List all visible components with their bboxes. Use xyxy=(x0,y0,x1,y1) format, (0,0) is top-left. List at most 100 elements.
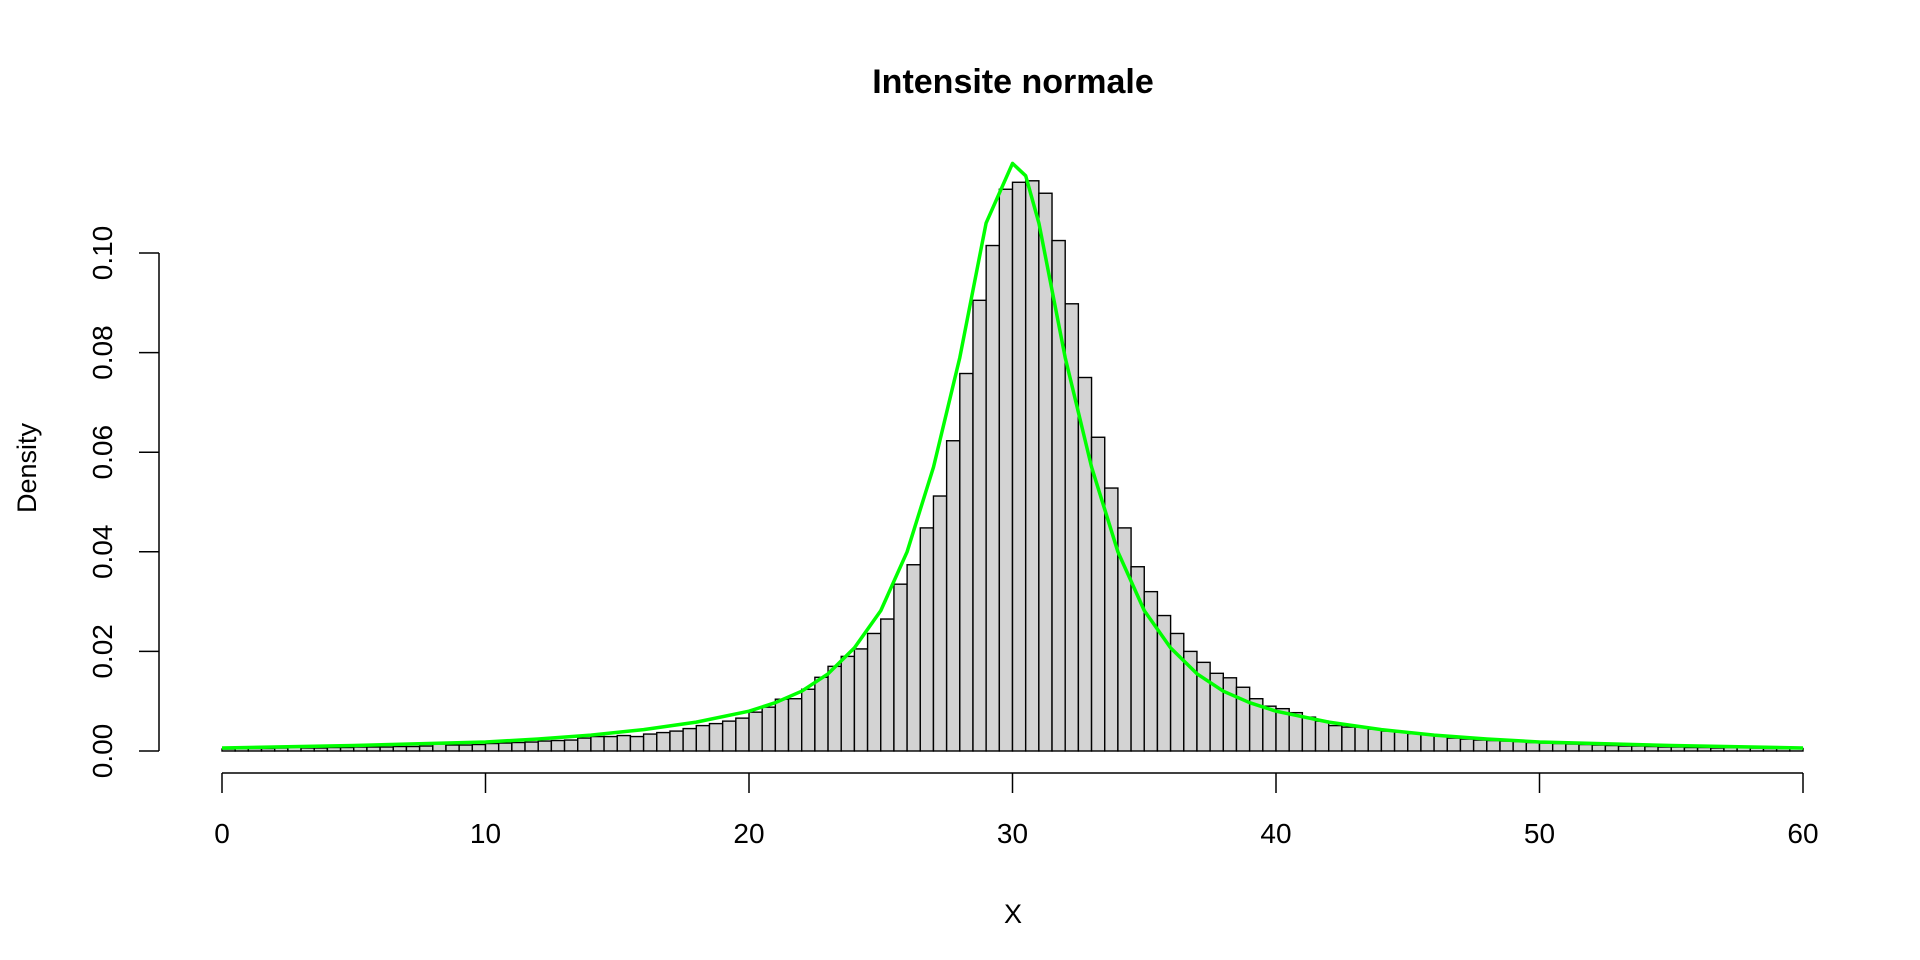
histogram-bar xyxy=(1433,735,1448,752)
histogram-bar xyxy=(1301,716,1317,752)
density-curve-line xyxy=(221,161,1804,750)
y-axis-label: Density xyxy=(12,422,42,513)
histogram-bar xyxy=(972,299,987,752)
histogram-bar xyxy=(366,746,381,752)
histogram-bar xyxy=(761,706,777,752)
histogram-bar xyxy=(893,583,908,752)
x-tick-label: 30 xyxy=(997,818,1028,849)
histogram-bar xyxy=(1380,730,1396,752)
histogram-bar xyxy=(959,372,974,752)
histogram-bar xyxy=(1024,180,1040,752)
histogram-bar xyxy=(1407,732,1422,752)
histogram-bar xyxy=(827,665,842,752)
histogram-bar xyxy=(458,744,474,752)
histogram-bar xyxy=(1011,181,1027,752)
histogram-bar xyxy=(1525,741,1541,752)
histogram-bar xyxy=(1222,677,1238,752)
histogram-bar xyxy=(695,724,711,752)
histogram-bar xyxy=(1617,745,1633,752)
histogram-bar xyxy=(1683,746,1699,752)
histogram-bar xyxy=(1604,744,1620,752)
histogram-bar xyxy=(590,735,605,752)
histogram-bar xyxy=(1341,726,1356,752)
histogram-bar xyxy=(563,739,579,752)
histogram-bar xyxy=(313,747,329,752)
histogram-bar xyxy=(300,747,315,752)
x-tick-label: 50 xyxy=(1524,818,1555,849)
histogram-bar xyxy=(945,440,961,752)
histogram-bar xyxy=(1367,728,1383,752)
histogram-bar xyxy=(392,745,408,752)
histogram-bar xyxy=(787,698,803,752)
histogram-bar xyxy=(524,741,539,752)
histogram-bar xyxy=(801,688,816,752)
histogram-bar xyxy=(1327,724,1343,752)
chart-title: Intensite normale xyxy=(872,63,1154,101)
y-tick-label: 0.00 xyxy=(87,724,118,779)
histogram-bar xyxy=(735,717,750,752)
histogram-bar xyxy=(748,711,763,752)
histogram-bar xyxy=(1565,743,1580,752)
histogram-bar xyxy=(721,720,737,752)
x-tick-label: 40 xyxy=(1260,818,1291,849)
histogram-bar xyxy=(550,739,566,752)
histogram-bar xyxy=(1631,745,1646,752)
histogram-bar xyxy=(1117,527,1132,752)
histogram-bar xyxy=(1393,731,1409,752)
histogram-bar xyxy=(906,564,921,752)
histogram-bar xyxy=(1670,746,1686,752)
histogram-bar xyxy=(932,495,948,752)
histogram-bar xyxy=(1499,740,1514,752)
histogram-bar xyxy=(642,733,658,752)
histogram-bar xyxy=(853,648,869,752)
histogram-bar xyxy=(484,742,500,752)
y-tick-label: 0.04 xyxy=(87,525,118,580)
histogram-bar xyxy=(774,698,790,752)
y-tick-label: 0.08 xyxy=(87,325,118,380)
histogram-bar xyxy=(537,740,553,752)
histogram-bar xyxy=(497,742,513,752)
histogram-bars xyxy=(221,180,1804,752)
histogram-bar xyxy=(379,746,394,752)
histogram-bar xyxy=(1512,740,1528,752)
histogram-bar xyxy=(840,655,856,752)
histogram-bar xyxy=(1472,739,1488,752)
x-tick-label: 10 xyxy=(470,818,501,849)
histogram-bar xyxy=(1644,745,1659,752)
histogram-bar xyxy=(1420,733,1435,752)
histogram-bar xyxy=(418,745,434,752)
histogram-bar xyxy=(1446,737,1462,752)
histogram-bar xyxy=(1262,705,1277,752)
histogram-bar xyxy=(682,727,698,752)
histogram-bar xyxy=(616,734,632,752)
histogram-bar xyxy=(814,676,829,752)
histogram-bar xyxy=(629,735,645,752)
x-tick-label: 20 xyxy=(733,818,764,849)
histogram-bar xyxy=(1591,744,1607,752)
x-axis-label: X xyxy=(1004,899,1022,929)
histogram-bar xyxy=(603,735,618,752)
x-tick-label: 0 xyxy=(214,818,230,849)
histogram-bar xyxy=(339,746,355,752)
x-axis: 0 10 20 30 40 50 60 xyxy=(214,772,1819,849)
y-tick-label: 0.10 xyxy=(87,226,118,281)
histogram-bar xyxy=(1578,743,1593,752)
histogram-bar xyxy=(919,527,935,752)
histogram-bar xyxy=(353,746,368,752)
histogram-bar xyxy=(656,731,671,752)
histogram-bar xyxy=(1657,746,1672,752)
histogram-bar xyxy=(1551,742,1567,752)
x-tick-label: 60 xyxy=(1787,818,1818,849)
histogram-bar xyxy=(405,745,421,752)
histogram-bar xyxy=(866,632,882,752)
histogram-bar xyxy=(1288,711,1304,752)
histogram-bar xyxy=(471,743,487,752)
histogram-bar xyxy=(1710,747,1725,752)
y-axis: 0.00 0.02 0.04 0.06 0.08 0.10 xyxy=(87,226,160,779)
histogram-bar xyxy=(985,244,1001,752)
y-tick-label: 0.06 xyxy=(87,425,118,480)
histogram-bar xyxy=(577,737,592,752)
histogram-bar xyxy=(1538,742,1554,752)
y-tick-label: 0.02 xyxy=(87,624,118,679)
